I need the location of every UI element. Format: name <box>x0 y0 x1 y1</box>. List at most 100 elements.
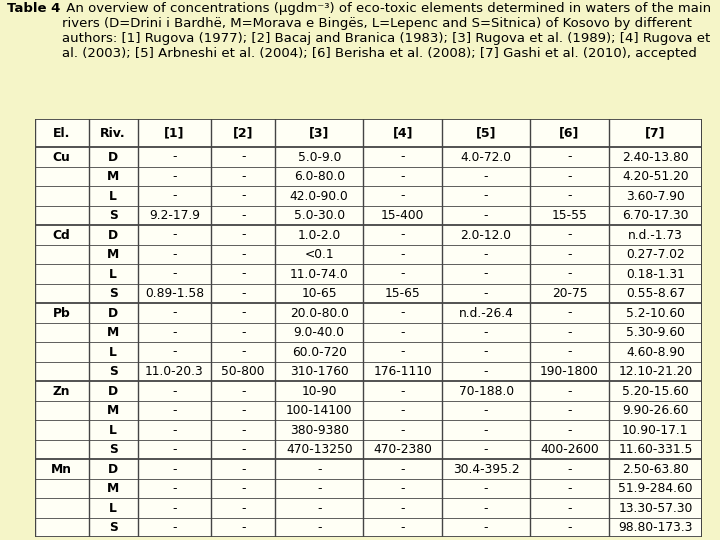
Bar <box>35 323 702 342</box>
Text: -: - <box>172 228 176 241</box>
Text: -: - <box>567 267 572 280</box>
Text: 15-65: 15-65 <box>384 287 420 300</box>
Text: [7]: [7] <box>645 126 665 139</box>
Text: S: S <box>109 365 117 378</box>
Text: -: - <box>172 248 176 261</box>
Text: 9.0-40.0: 9.0-40.0 <box>294 326 345 339</box>
Text: -: - <box>567 170 572 183</box>
Text: -: - <box>484 287 488 300</box>
Text: 9.2-17.9: 9.2-17.9 <box>149 209 200 222</box>
Text: 98.80-173.3: 98.80-173.3 <box>618 521 693 534</box>
Text: n.d.-1.73: n.d.-1.73 <box>628 228 683 241</box>
Bar <box>35 167 702 186</box>
Text: -: - <box>172 521 176 534</box>
Text: -: - <box>567 248 572 261</box>
Text: -: - <box>400 267 405 280</box>
Text: -: - <box>484 365 488 378</box>
Text: -: - <box>567 502 572 515</box>
Text: [5]: [5] <box>476 126 496 139</box>
Text: -: - <box>172 463 176 476</box>
Text: -: - <box>400 170 405 183</box>
Text: -: - <box>241 463 246 476</box>
Bar <box>35 342 702 362</box>
Text: 42.0-90.0: 42.0-90.0 <box>290 190 348 202</box>
Text: L: L <box>109 190 117 202</box>
Bar <box>35 119 702 147</box>
Text: 2.0-12.0: 2.0-12.0 <box>461 228 512 241</box>
Text: [6]: [6] <box>559 126 580 139</box>
Text: -: - <box>484 267 488 280</box>
Text: S: S <box>109 287 117 300</box>
Text: 2.40-13.80: 2.40-13.80 <box>622 151 689 164</box>
Text: 11.0-20.3: 11.0-20.3 <box>145 365 204 378</box>
Text: -: - <box>567 423 572 436</box>
Text: D: D <box>108 228 118 241</box>
Text: -: - <box>172 423 176 436</box>
Text: -: - <box>567 307 572 320</box>
Text: -: - <box>317 521 321 534</box>
Text: Table 4: Table 4 <box>7 2 60 15</box>
Bar <box>35 381 702 401</box>
Text: D: D <box>108 463 118 476</box>
Text: 0.18-1.31: 0.18-1.31 <box>626 267 685 280</box>
Bar <box>35 518 702 537</box>
Text: Mn: Mn <box>51 463 72 476</box>
Bar <box>35 225 702 245</box>
Text: 6.70-17.30: 6.70-17.30 <box>622 209 688 222</box>
Text: -: - <box>400 307 405 320</box>
Text: S: S <box>109 443 117 456</box>
Text: -: - <box>484 190 488 202</box>
Text: 0.55-8.67: 0.55-8.67 <box>626 287 685 300</box>
Text: -: - <box>172 384 176 397</box>
Text: -: - <box>172 170 176 183</box>
Text: 5.30-9.60: 5.30-9.60 <box>626 326 685 339</box>
Text: 190-1800: 190-1800 <box>540 365 599 378</box>
Text: -: - <box>400 502 405 515</box>
Text: -: - <box>567 190 572 202</box>
Text: 5.2-10.60: 5.2-10.60 <box>626 307 685 320</box>
Text: -: - <box>241 151 246 164</box>
Text: -: - <box>241 482 246 495</box>
Text: -: - <box>484 346 488 359</box>
Text: -: - <box>241 307 246 320</box>
Text: -: - <box>400 463 405 476</box>
Text: M: M <box>107 170 120 183</box>
Text: 10-90: 10-90 <box>302 384 337 397</box>
Text: 470-2380: 470-2380 <box>373 443 432 456</box>
Bar <box>35 440 702 460</box>
Text: D: D <box>108 151 118 164</box>
Text: S: S <box>109 521 117 534</box>
Text: -: - <box>241 326 246 339</box>
Text: [3]: [3] <box>309 126 329 139</box>
Text: -: - <box>241 384 246 397</box>
Text: 13.30-57.30: 13.30-57.30 <box>618 502 693 515</box>
Text: 10.90-17.1: 10.90-17.1 <box>622 423 688 436</box>
Text: L: L <box>109 423 117 436</box>
Text: 70-188.0: 70-188.0 <box>459 384 513 397</box>
Text: 100-14100: 100-14100 <box>286 404 353 417</box>
Text: -: - <box>400 404 405 417</box>
Text: Zn: Zn <box>53 384 71 397</box>
Text: 5.0-30.0: 5.0-30.0 <box>294 209 345 222</box>
Text: M: M <box>107 404 120 417</box>
Text: 1.0-2.0: 1.0-2.0 <box>297 228 341 241</box>
Bar <box>35 498 702 518</box>
Text: 380-9380: 380-9380 <box>289 423 348 436</box>
Bar <box>35 147 702 167</box>
Text: -: - <box>484 521 488 534</box>
Text: -: - <box>567 463 572 476</box>
Text: -: - <box>484 443 488 456</box>
Bar <box>35 284 702 303</box>
Text: 176-1110: 176-1110 <box>373 365 432 378</box>
Text: -: - <box>241 502 246 515</box>
Text: 15-55: 15-55 <box>552 209 588 222</box>
Text: An overview of concentrations (μgdm⁻³) of eco-toxic elements determined in water: An overview of concentrations (μgdm⁻³) o… <box>62 2 711 60</box>
Text: 20.0-80.0: 20.0-80.0 <box>289 307 348 320</box>
Text: -: - <box>567 482 572 495</box>
Text: 5.20-15.60: 5.20-15.60 <box>622 384 689 397</box>
Text: -: - <box>241 423 246 436</box>
Text: -: - <box>567 228 572 241</box>
Text: Cu: Cu <box>53 151 71 164</box>
Text: -: - <box>567 346 572 359</box>
Text: Riv.: Riv. <box>100 126 126 139</box>
